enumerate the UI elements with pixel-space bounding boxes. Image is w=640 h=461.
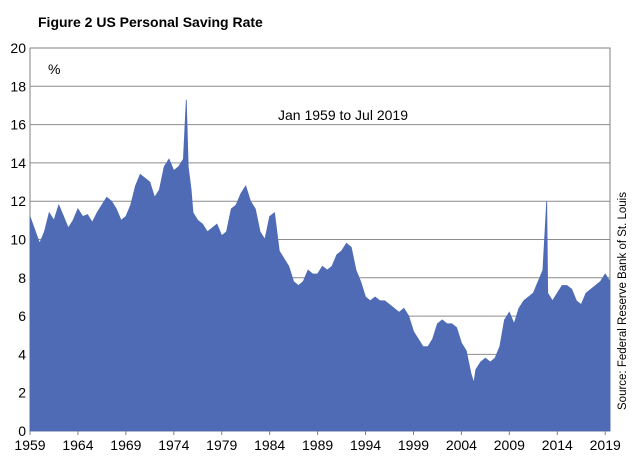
y-tick-label: 16 [10, 117, 26, 133]
x-axis: 1959 1964 1969 1974 1979 1984 1989 1994 1999 2004… [14, 431, 621, 453]
x-tick-label: 1999 [398, 437, 429, 453]
x-tick-label: 1994 [350, 437, 381, 453]
x-tick-label: 1984 [254, 437, 285, 453]
y-tick-label: 20 [10, 40, 26, 56]
chart-title: Figure 2 US Personal Saving Rate [38, 14, 263, 30]
y-tick-label: 2 [18, 385, 26, 401]
x-tick-label: 2009 [494, 437, 525, 453]
y-axis-unit-label: % [48, 61, 60, 77]
x-tick-label: 1959 [14, 437, 45, 453]
x-tick-label: 2019 [590, 437, 621, 453]
date-range-annotation: Jan 1959 to Jul 2019 [278, 107, 408, 123]
source-note: Source: Federal Reserve Bank of St. Loui… [617, 192, 629, 410]
y-tick-label: 14 [10, 155, 26, 171]
saving-rate-area [29, 99, 611, 432]
x-tick-label: 1989 [302, 437, 333, 453]
y-tick-label: 8 [18, 270, 26, 286]
y-tick-label: 12 [10, 193, 26, 209]
y-tick-label: 6 [18, 308, 26, 324]
y-tick-label: 18 [10, 78, 26, 94]
x-tick-label: 2004 [446, 437, 477, 453]
x-tick-label: 1969 [110, 437, 141, 453]
x-tick-label: 1979 [206, 437, 237, 453]
x-tick-label: 1974 [158, 437, 189, 453]
y-tick-label: 4 [18, 346, 26, 362]
y-tick-label: 0 [18, 423, 26, 439]
x-tick-label: 1964 [62, 437, 93, 453]
x-tick-label: 2014 [542, 437, 573, 453]
y-tick-label: 10 [10, 232, 26, 248]
y-axis: 0 2 4 6 8 10 12 14 16 18 20 [10, 40, 26, 439]
